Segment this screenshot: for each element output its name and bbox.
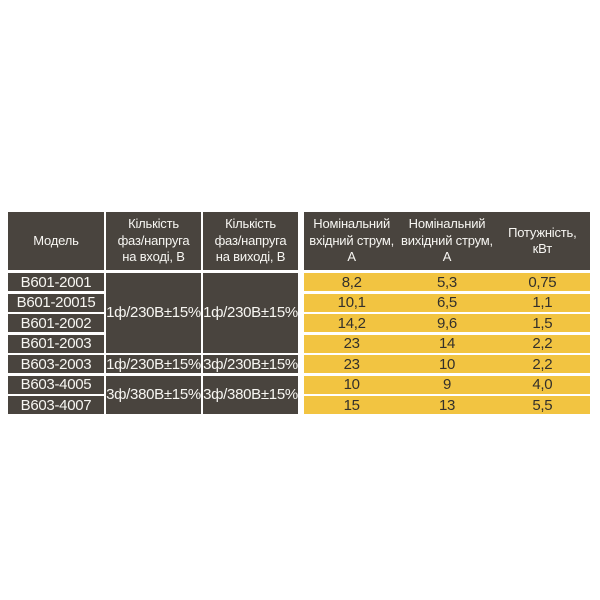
input-voltage-cell: 1ф/230В±15% <box>106 355 201 373</box>
table-row: 15 13 5,5 <box>304 396 590 414</box>
column-group-currents-power: Номінальний вхідний струм, А Номінальний… <box>304 212 590 414</box>
table-row: 23 14 2,2 <box>304 334 590 353</box>
input-current-cell: 8,2 <box>341 273 362 291</box>
output-current-cell: 9 <box>442 376 452 393</box>
column-input-voltage: Кількість фаз/напруга на вході, В 1ф/230… <box>106 212 201 414</box>
power-cell: 2,2 <box>532 335 553 352</box>
model-cell: B603-2003 <box>8 355 104 373</box>
header-output-current: Номінальний вихідний струм, А <box>401 216 493 265</box>
output-current-cell: 10 <box>438 355 456 373</box>
model-cell: B601-2003 <box>8 334 104 353</box>
model-cell: B603-4007 <box>8 396 104 414</box>
header-power: Потужність, кВт <box>508 224 577 257</box>
column-output-voltage: Кількість фаз/напруга на виході, В 1ф/23… <box>203 212 298 414</box>
header-phases-out: Кількість фаз/напруга на виході, В <box>203 212 298 270</box>
table-row: 8,2 5,3 0,75 <box>304 273 590 291</box>
power-cell: 5,5 <box>532 396 553 414</box>
power-cell: 0,75 <box>528 273 557 291</box>
header-model: Модель <box>8 212 104 270</box>
input-current-cell: 23 <box>343 355 360 373</box>
spec-table: Модель B601-2001 B601-20015 B601-2002 B6… <box>8 212 590 414</box>
power-cell: 1,1 <box>532 294 553 311</box>
header-input-current: Номінальний вхідний струм, А <box>309 216 395 265</box>
header-phases-in: Кількість фаз/напруга на вході, В <box>106 212 201 270</box>
input-voltage-cell: 3ф/380В±15% <box>106 375 201 414</box>
output-current-cell: 13 <box>438 396 456 414</box>
header-currents-power: Номінальний вхідний струм, А Номінальний… <box>304 212 590 270</box>
table-row: 10,1 6,5 1,1 <box>304 293 590 312</box>
input-current-cell: 23 <box>343 335 360 352</box>
table-row: 10 9 4,0 <box>304 375 590 394</box>
output-current-cell: 9,6 <box>437 314 457 332</box>
output-current-cell: 6,5 <box>437 294 457 311</box>
input-voltage-cell: 1ф/230В±15% <box>106 273 201 353</box>
table-row: 23 10 2,2 <box>304 355 590 373</box>
output-voltage-cell: 1ф/230В±15% <box>203 273 298 353</box>
power-cell: 4,0 <box>532 376 553 393</box>
model-cell: B601-2002 <box>8 314 104 332</box>
column-model: Модель B601-2001 B601-20015 B601-2002 B6… <box>8 212 104 414</box>
model-cell: B601-20015 <box>8 293 104 312</box>
input-current-cell: 10 <box>343 376 360 393</box>
input-current-cell: 14,2 <box>337 314 366 332</box>
power-cell: 1,5 <box>532 314 553 332</box>
table-row: 14,2 9,6 1,5 <box>304 314 590 332</box>
output-voltage-cell: 3ф/380В±15% <box>203 375 298 414</box>
output-current-cell: 14 <box>438 335 456 352</box>
power-cell: 2,2 <box>532 355 553 373</box>
input-current-cell: 15 <box>343 396 360 414</box>
model-cell: B603-4005 <box>8 375 104 394</box>
input-current-cell: 10,1 <box>337 294 366 311</box>
output-current-cell: 5,3 <box>437 273 457 291</box>
output-voltage-cell: 3ф/230В±15% <box>203 355 298 373</box>
model-cell: B601-2001 <box>8 273 104 291</box>
